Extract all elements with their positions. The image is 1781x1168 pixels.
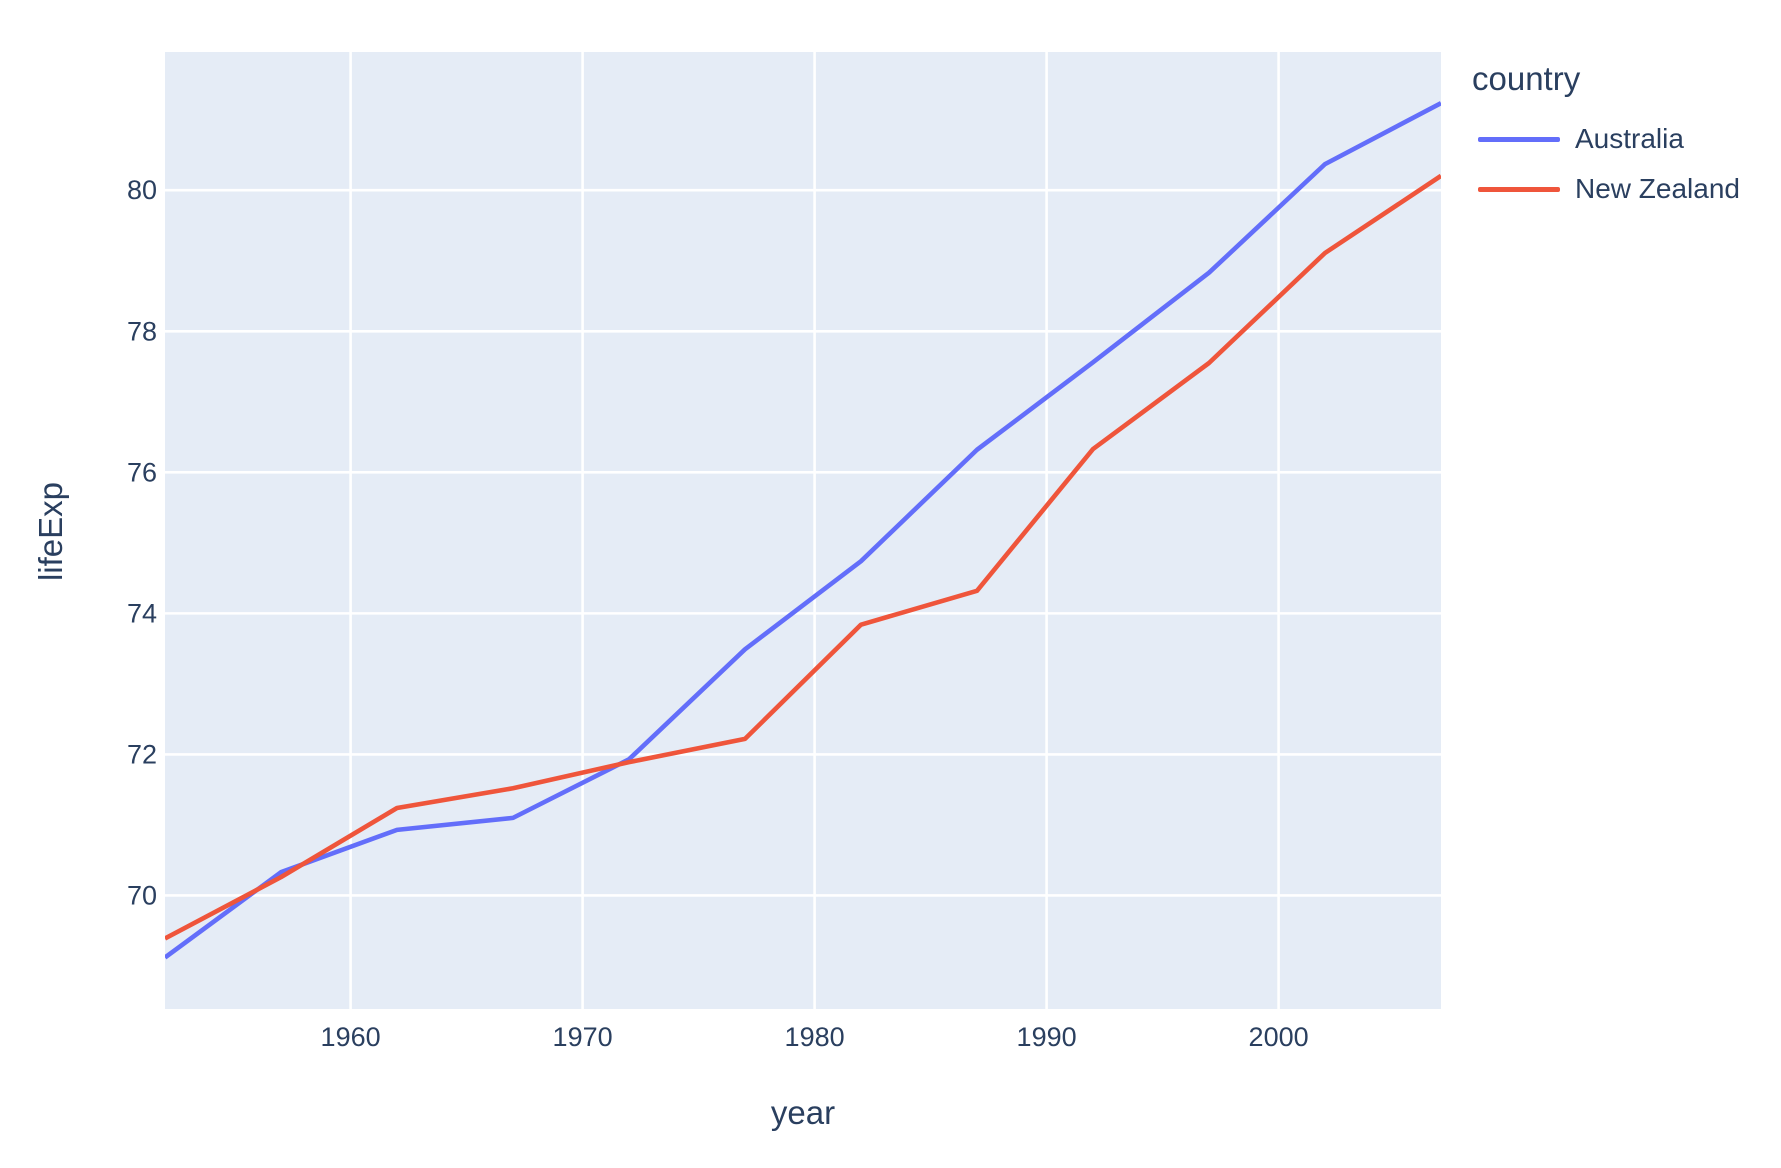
legend-item-australia[interactable]: Australia xyxy=(1472,114,1740,164)
x-tick-label: 1970 xyxy=(553,1022,613,1052)
x-tick-label: 1980 xyxy=(785,1022,845,1052)
plot-area[interactable] xyxy=(165,52,1441,1009)
legend-label-australia: Australia xyxy=(1575,123,1684,154)
legend-swatch-australia-icon xyxy=(1478,136,1560,142)
series-line-australia[interactable] xyxy=(165,101,1441,960)
y-tick-label: 72 xyxy=(127,739,157,769)
y-tick-label: 70 xyxy=(127,880,157,910)
y-tick-label: 80 xyxy=(127,175,157,205)
series-line-new-zealand[interactable] xyxy=(165,173,1441,941)
x-tick-label: 1960 xyxy=(321,1022,381,1052)
x-axis-title: year xyxy=(771,1094,835,1131)
x-tick-label: 2000 xyxy=(1249,1022,1309,1052)
legend: country Australia New Zealand xyxy=(1472,58,1740,214)
legend-swatch-new-zealand-icon xyxy=(1478,186,1560,192)
y-axis-title: lifeExp xyxy=(32,482,69,581)
x-tick-label: 1990 xyxy=(1017,1022,1077,1052)
y-tick-label: 76 xyxy=(127,457,157,487)
legend-label-new-zealand: New Zealand xyxy=(1575,173,1740,204)
y-tick-label: 78 xyxy=(127,316,157,346)
legend-item-new-zealand[interactable]: New Zealand xyxy=(1472,164,1740,214)
y-tick-label: 74 xyxy=(127,598,157,628)
legend-title: country xyxy=(1472,60,1581,97)
